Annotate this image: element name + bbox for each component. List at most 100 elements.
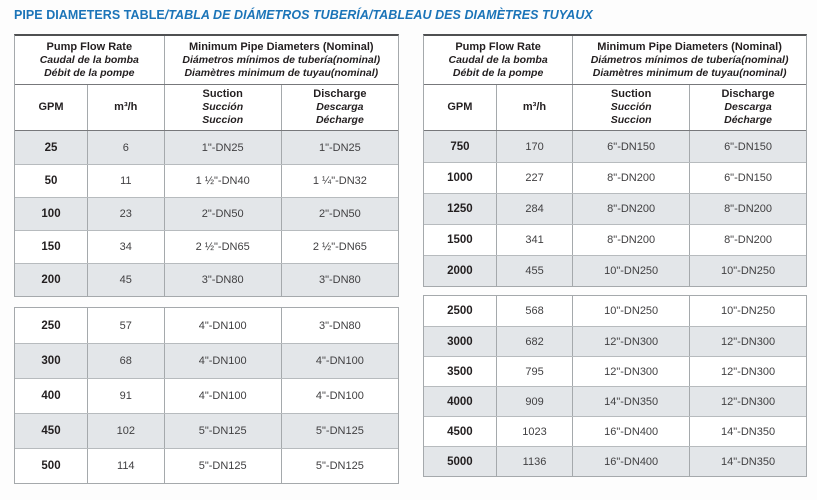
m3h-cell: 795 — [495, 357, 572, 386]
table-row: 250 57 4"-DN100 3"-DN80 — [15, 308, 398, 343]
suction-cell: 16"-DN400 — [572, 417, 689, 446]
page-title: PIPE DIAMETERS TABLE/TABLA DE DIÁMETROS … — [14, 8, 593, 22]
table-row: 300 68 4"-DN100 4"-DN100 — [15, 343, 398, 378]
suction-cell: 8"-DN200 — [572, 194, 689, 224]
table-row: 400 91 4"-DN100 4"-DN100 — [15, 378, 398, 413]
suction-cell: 4"-DN100 — [163, 344, 281, 378]
m3h-cell: 909 — [495, 387, 572, 416]
suction-column-header: Suction Succión Succion — [163, 85, 281, 130]
suction-cell: 4"-DN100 — [163, 308, 281, 343]
m3h-cell: 91 — [87, 379, 164, 413]
column-header-row: GPM m³/h Suction Succión Succion Dischar… — [424, 85, 806, 131]
flow-rate-header-en: Pump Flow Rate — [46, 40, 133, 53]
table-row: 5000 1136 16"-DN400 14"-DN350 — [424, 446, 806, 476]
m3h-cell: 284 — [495, 194, 572, 224]
suction-cell: 5"-DN125 — [163, 414, 281, 448]
group-header-row: Pump Flow Rate Caudal de la bomba Débit … — [15, 36, 398, 85]
section-gap — [14, 297, 399, 307]
gpm-cell: 450 — [41, 425, 61, 437]
m3h-cell: 114 — [87, 449, 164, 483]
gpm-cell: 300 — [41, 355, 61, 367]
discharge-cell: 12"-DN300 — [689, 327, 806, 356]
table-row: 1000 227 8"-DN200 6"-DN150 — [424, 162, 806, 193]
page-title-translations: /TABLA DE DIÁMETROS TUBERÍA/TABLEAU DES … — [164, 8, 593, 22]
discharge-cell: 2"-DN50 — [280, 198, 398, 230]
gpm-cell: 3000 — [447, 335, 473, 348]
suction-cell: 3"-DN80 — [163, 264, 281, 296]
table-row: 750 170 6"-DN150 6"-DN150 — [424, 131, 806, 162]
gpm-cell: 100 — [41, 208, 61, 220]
pipe-table-high-flow: Pump Flow Rate Caudal de la bomba Débit … — [423, 34, 807, 484]
suction-cell: 8"-DN200 — [572, 225, 689, 255]
discharge-cell: 12"-DN300 — [689, 387, 806, 416]
column-header-row: GPM m³/h Suction Succión Succion Dischar… — [15, 85, 398, 131]
m3h-cell: 6 — [87, 131, 164, 164]
table-row: 4500 1023 16"-DN400 14"-DN350 — [424, 416, 806, 446]
m3h-column-header: m³/h — [495, 85, 572, 130]
table-row: 500 114 5"-DN125 5"-DN125 — [15, 448, 398, 483]
flow-rate-header: Pump Flow Rate Caudal de la bomba Débit … — [15, 36, 164, 84]
gpm-cell: 250 — [41, 319, 61, 332]
discharge-cell: 10"-DN250 — [689, 296, 806, 326]
tables-container: Pump Flow Rate Caudal de la bomba Débit … — [14, 34, 807, 484]
m3h-cell: 682 — [495, 327, 572, 356]
gpm-cell: 1500 — [447, 234, 473, 246]
suction-cell: 8"-DN200 — [572, 163, 689, 193]
table-row: 3500 795 12"-DN300 12"-DN300 — [424, 356, 806, 386]
suction-cell: 2 ½"-DN65 — [163, 231, 281, 263]
pipe-diameters-header-es: Diámetros mínimos de tubería(nominal) — [182, 53, 381, 66]
table-row: 3000 682 12"-DN300 12"-DN300 — [424, 326, 806, 356]
discharge-cell: 4"-DN100 — [280, 379, 398, 413]
suction-cell: 4"-DN100 — [163, 379, 281, 413]
table-row: 2000 455 10"-DN250 10"-DN250 — [424, 255, 806, 286]
flow-rate-header: Pump Flow Rate Caudal de la bomba Débit … — [448, 40, 548, 79]
section-gap — [423, 287, 807, 295]
suction-cell: 16"-DN400 — [572, 447, 689, 476]
suction-cell: 1 ½"-DN40 — [163, 165, 281, 197]
suction-cell: 6"-DN150 — [572, 131, 689, 162]
m3h-cell: 1136 — [495, 447, 572, 476]
gpm-column-header: GPM — [447, 100, 473, 113]
gpm-cell: 50 — [44, 175, 58, 187]
discharge-cell: 6"-DN150 — [689, 163, 806, 193]
suction-cell: 12"-DN300 — [572, 357, 689, 386]
gpm-cell: 2500 — [447, 305, 473, 317]
discharge-cell: 12"-DN300 — [689, 357, 806, 386]
table-row: 150 34 2 ½"-DN65 2 ½"-DN65 — [15, 230, 398, 263]
suction-cell: 14"-DN350 — [572, 387, 689, 416]
discharge-cell: 10"-DN250 — [689, 256, 806, 286]
m3h-cell: 568 — [495, 296, 572, 326]
table-row: 1500 341 8"-DN200 8"-DN200 — [424, 224, 806, 255]
m3h-cell: 68 — [87, 344, 164, 378]
m3h-cell: 11 — [87, 165, 164, 197]
suction-cell: 12"-DN300 — [572, 327, 689, 356]
gpm-cell: 400 — [41, 390, 61, 402]
discharge-cell: 5"-DN125 — [280, 449, 398, 483]
discharge-cell: 1"-DN25 — [280, 131, 398, 164]
m3h-cell: 102 — [87, 414, 164, 448]
gpm-cell: 150 — [41, 241, 61, 253]
high-flow-upper-box: Pump Flow Rate Caudal de la bomba Débit … — [423, 34, 807, 287]
page-title-english: PIPE DIAMETERS TABLE — [14, 8, 165, 22]
discharge-cell: 14"-DN350 — [689, 447, 806, 476]
discharge-cell: 14"-DN350 — [689, 417, 806, 446]
gpm-cell: 5000 — [447, 455, 473, 468]
discharge-cell: 6"-DN150 — [689, 131, 806, 162]
table-row: 50 11 1 ½"-DN40 1 ¼"-DN32 — [15, 164, 398, 197]
table-row: 4000 909 14"-DN350 12"-DN300 — [424, 386, 806, 416]
m3h-cell: 23 — [87, 198, 164, 230]
table-1-section-0: 750 170 6"-DN150 6"-DN150 1000 227 8"-DN200 6"-… — [424, 131, 806, 286]
table-row: 450 102 5"-DN125 5"-DN125 — [15, 413, 398, 448]
m3h-cell: 45 — [87, 264, 164, 296]
discharge-cell: 8"-DN200 — [689, 194, 806, 224]
table-row: 200 45 3"-DN80 3"-DN80 — [15, 263, 398, 296]
pipe-diameters-header-en: Minimum Pipe Diameters (Nominal) — [188, 40, 374, 53]
pipe-table-low-flow: Pump Flow Rate Caudal de la bomba Débit … — [14, 34, 399, 484]
gpm-cell: 25 — [44, 141, 58, 154]
table-0-section-1: 250 57 4"-DN100 3"-DN80 300 68 4"-DN100 4"-DN10… — [14, 307, 399, 484]
flow-rate-header-fr: Débit de la pompe — [44, 66, 135, 79]
table-row: 25 6 1"-DN25 1"-DN25 — [15, 131, 398, 164]
suction-cell: 10"-DN250 — [572, 256, 689, 286]
gpm-cell: 4000 — [447, 395, 473, 408]
